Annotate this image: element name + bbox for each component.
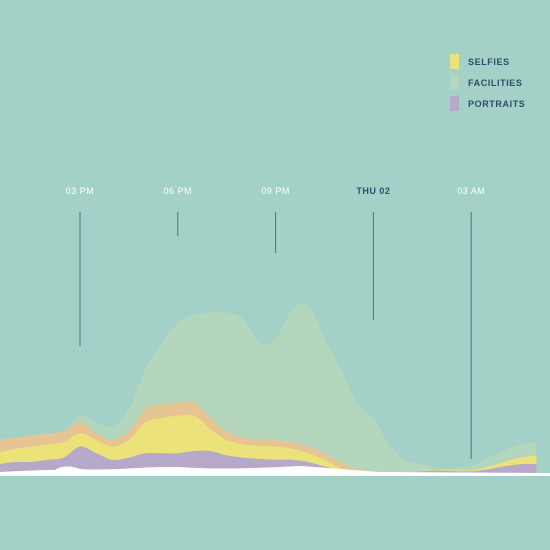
legend-item-portraits[interactable]: PORTRAITS (450, 96, 525, 111)
legend-item-facilities[interactable]: FACILITIES (450, 75, 525, 90)
series-area-portraits[interactable] (0, 446, 537, 473)
tick-label-09-pm: 09 PM (261, 186, 290, 196)
tick-label-03-am: 03 AM (457, 186, 485, 196)
legend-label-facilities: FACILITIES (468, 77, 523, 88)
legend-swatch-facilities (450, 75, 459, 90)
tick-label-03-pm: 03 PM (66, 186, 95, 196)
tick-label-06-pm: 06 PM (164, 186, 193, 196)
tick-label-thu-02: THU 02 (356, 186, 390, 196)
legend-label-selfies: SELFIES (468, 56, 510, 67)
baseline-band (0, 466, 550, 476)
stream-layers (0, 303, 550, 476)
x-axis-ticks: 03 PM 06 PM 09 PM THU 02 03 AM (66, 186, 485, 459)
legend: SELFIES FACILITIES PORTRAITS (450, 54, 525, 111)
legend-swatch-selfies (450, 54, 459, 69)
legend-item-selfies[interactable]: SELFIES (450, 54, 525, 69)
legend-label-portraits: PORTRAITS (468, 98, 526, 109)
legend-swatch-portraits (450, 96, 459, 111)
